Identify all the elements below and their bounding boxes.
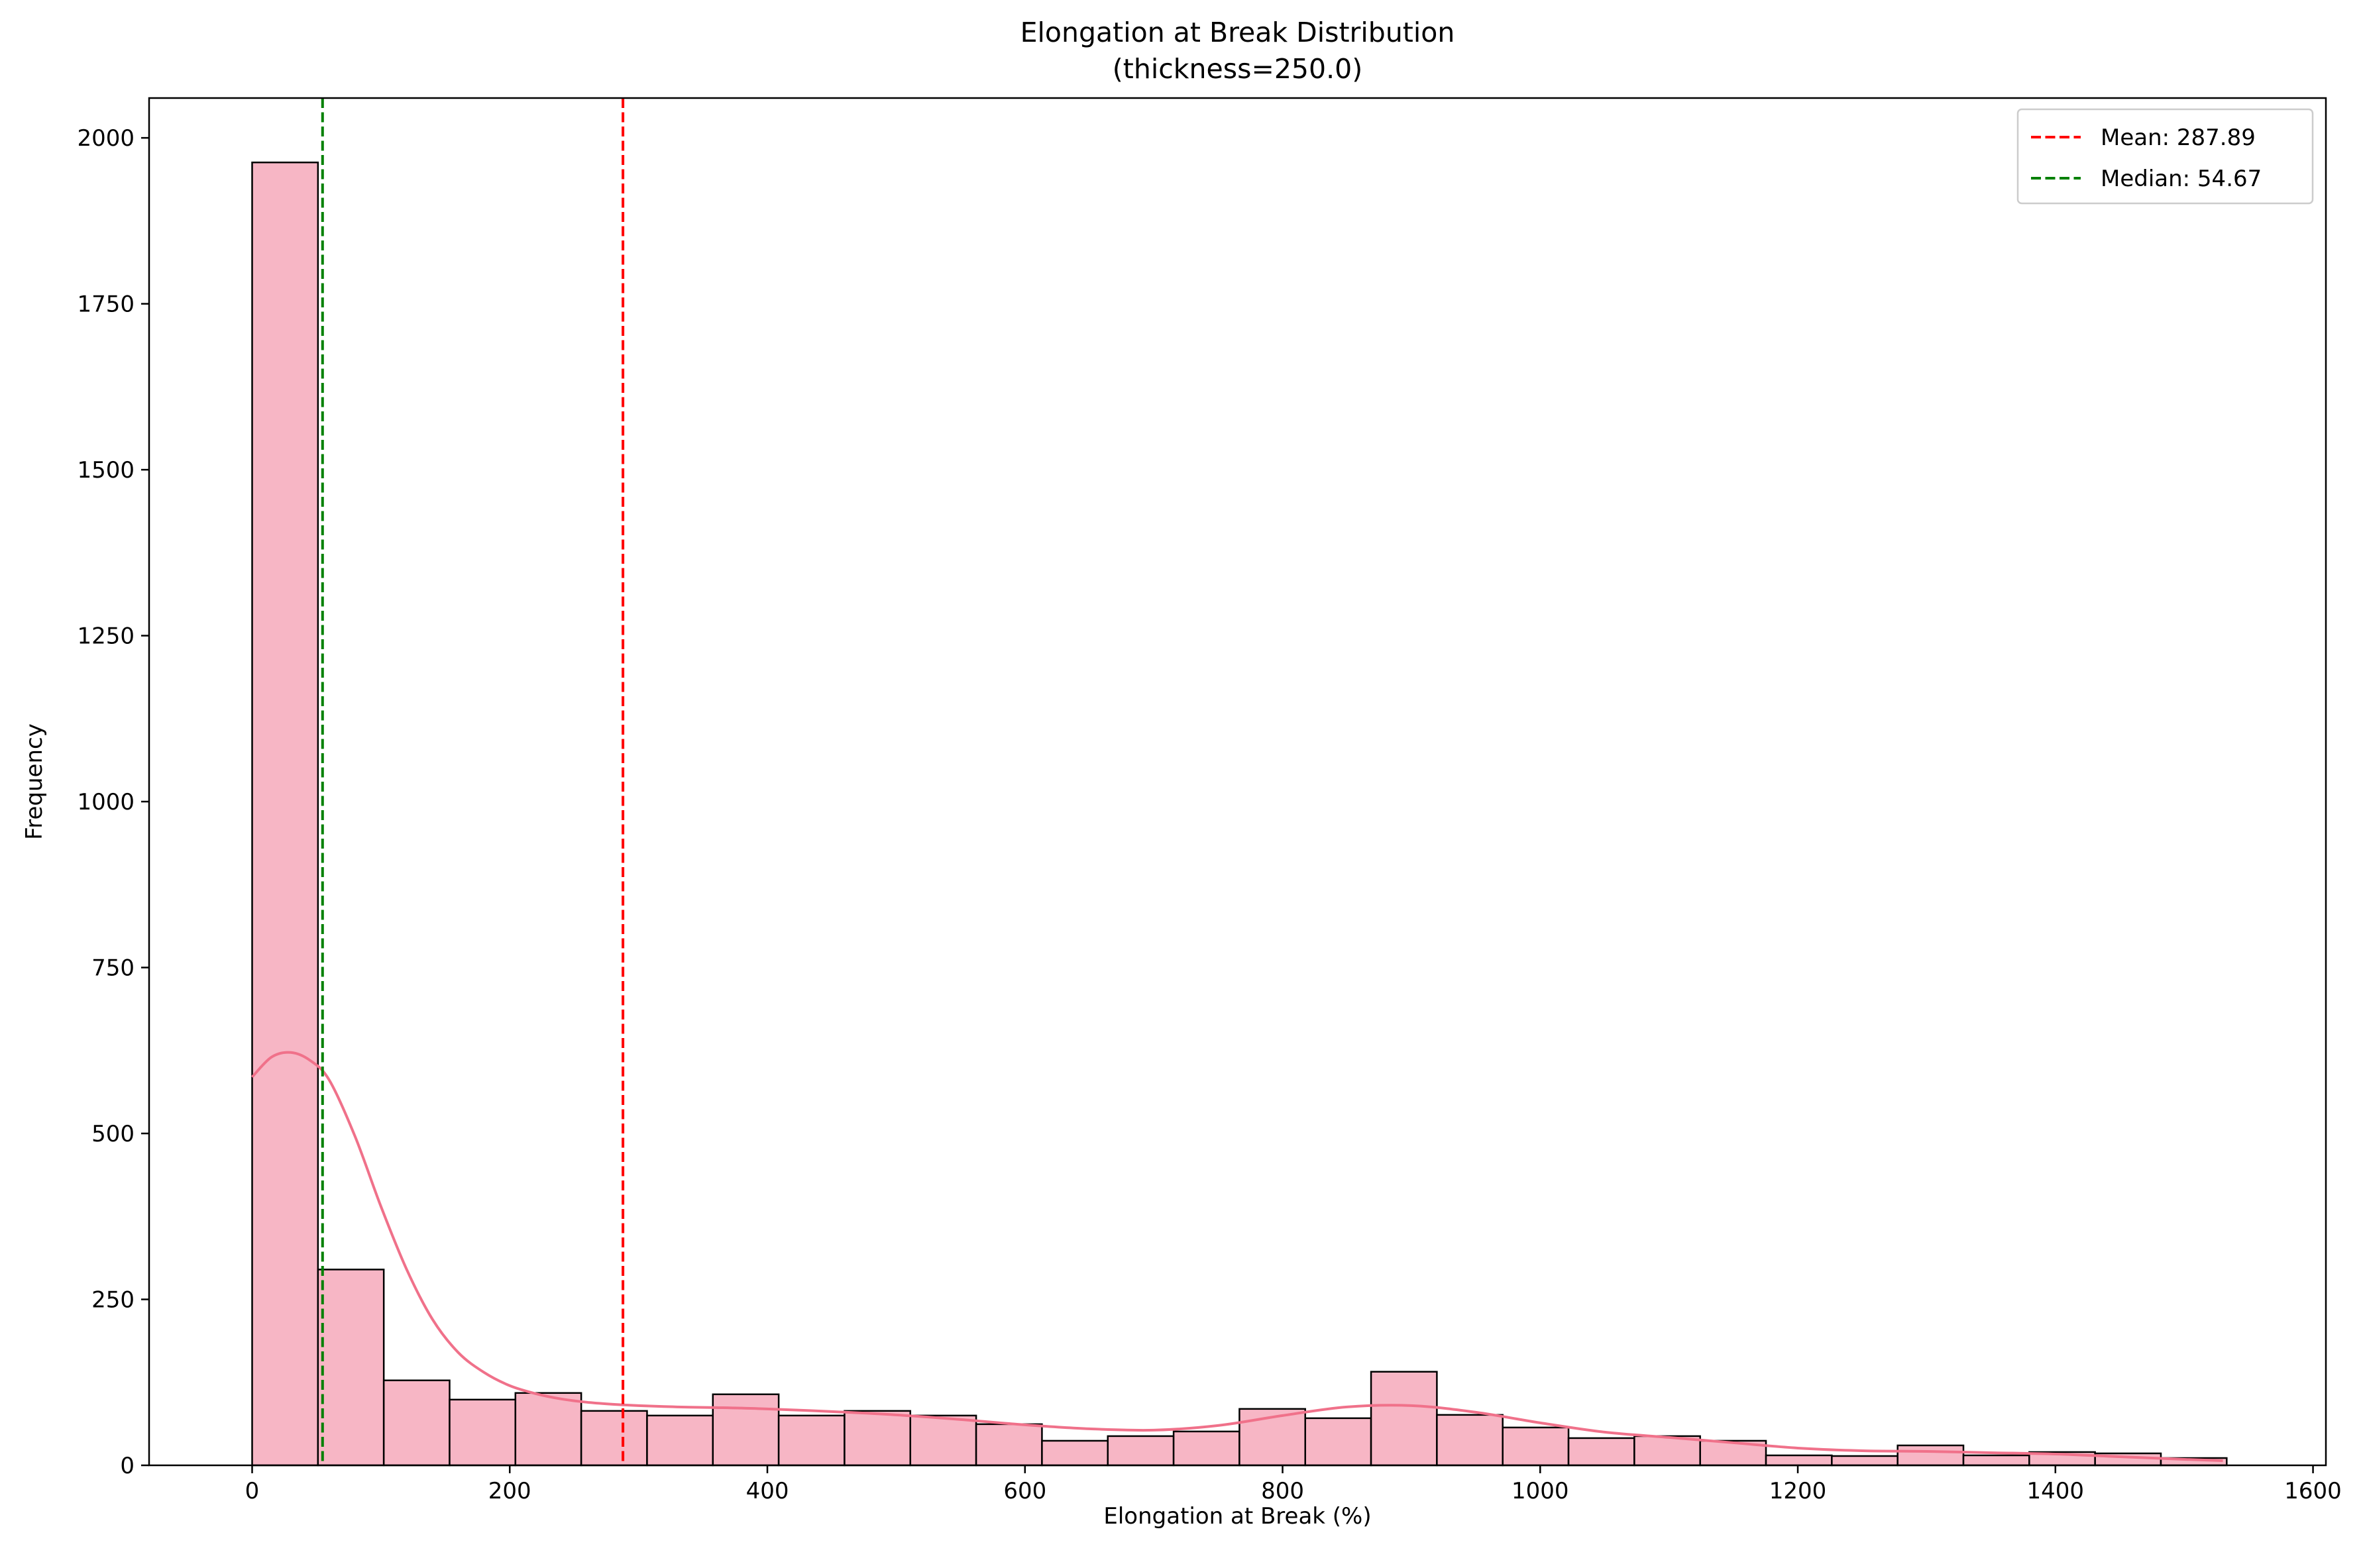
y-tick-label-500: 500 xyxy=(91,1121,135,1147)
x-tick-label-1200: 1200 xyxy=(1769,1478,1827,1504)
reference-lines xyxy=(321,98,625,1465)
histogram-bar-24 xyxy=(1831,1455,1898,1467)
histogram-bar-14 xyxy=(1172,1430,1240,1467)
y-tick-label-1000: 1000 xyxy=(77,789,135,815)
chart-title: Elongation at Break Distribution xyxy=(1020,17,1455,48)
kde-line xyxy=(251,1051,2223,1462)
y-tick-label-750: 750 xyxy=(91,955,135,982)
histogram-bar-12 xyxy=(1041,1439,1109,1467)
histogram-bar-11 xyxy=(975,1423,1043,1467)
histogram-bar-2 xyxy=(382,1379,451,1467)
histogram-bar-3 xyxy=(449,1398,517,1467)
legend-median-label: Median: 54.67 xyxy=(2101,166,2262,192)
x-tick-label-400: 400 xyxy=(746,1478,789,1504)
chart-subtitle: (thickness=250.0) xyxy=(1113,53,1362,85)
histogram-bars xyxy=(251,161,2228,1467)
histogram-bar-8 xyxy=(777,1414,846,1467)
histogram-bar-20 xyxy=(1567,1437,1635,1467)
x-tick-label-600: 600 xyxy=(1003,1478,1046,1504)
y-axis-label: Frequency xyxy=(21,723,48,840)
y-tick-label-0: 0 xyxy=(120,1453,135,1479)
y-tick-label-1750: 1750 xyxy=(77,291,135,318)
y-tick-label-250: 250 xyxy=(91,1287,135,1314)
kde-curve-layer xyxy=(251,1051,2223,1462)
histogram-bar-1 xyxy=(317,1269,385,1467)
histogram-bar-6 xyxy=(646,1414,714,1467)
histogram-bar-13 xyxy=(1107,1435,1175,1467)
histogram-bar-16 xyxy=(1304,1417,1372,1467)
x-tick-label-800: 800 xyxy=(1261,1478,1304,1504)
histogram-bar-5 xyxy=(580,1410,648,1467)
plot-area-frame xyxy=(148,97,2327,1467)
x-axis-label: Elongation at Break (%) xyxy=(1103,1503,1371,1530)
histogram-bar-10 xyxy=(909,1414,977,1467)
legend: Mean: 287.89 Median: 54.67 xyxy=(2016,108,2314,205)
histogram-bar-0 xyxy=(251,161,319,1467)
histogram-bar-4 xyxy=(514,1392,582,1467)
legend-mean-label: Mean: 287.89 xyxy=(2101,125,2256,151)
x-axis-ticks: 0 200 400 600 800 1000 1200 1400 1600 xyxy=(245,1465,2342,1504)
histogram-bar-18 xyxy=(1436,1414,1504,1467)
y-tick-label-1500: 1500 xyxy=(77,457,135,484)
y-tick-label-2000: 2000 xyxy=(77,125,135,152)
histogram-bar-26 xyxy=(1962,1454,2030,1467)
x-tick-label-0: 0 xyxy=(245,1478,260,1504)
x-tick-label-200: 200 xyxy=(488,1478,531,1504)
histogram-bar-17 xyxy=(1370,1371,1438,1467)
histogram-bar-25 xyxy=(1896,1444,1965,1467)
x-tick-label-1000: 1000 xyxy=(1511,1478,1569,1504)
y-tick-label-1250: 1250 xyxy=(77,623,135,650)
legend-box xyxy=(2016,108,2314,205)
histogram-bar-23 xyxy=(1765,1454,1833,1467)
histogram-bar-7 xyxy=(712,1393,780,1467)
y-axis-ticks: 0 250 500 750 1000 1250 1500 1750 2000 xyxy=(77,125,149,1479)
histogram-bar-19 xyxy=(1502,1426,1570,1467)
histogram-bar-9 xyxy=(844,1410,912,1467)
x-tick-label-1400: 1400 xyxy=(2027,1478,2085,1504)
x-tick-label-1600: 1600 xyxy=(2284,1478,2342,1504)
